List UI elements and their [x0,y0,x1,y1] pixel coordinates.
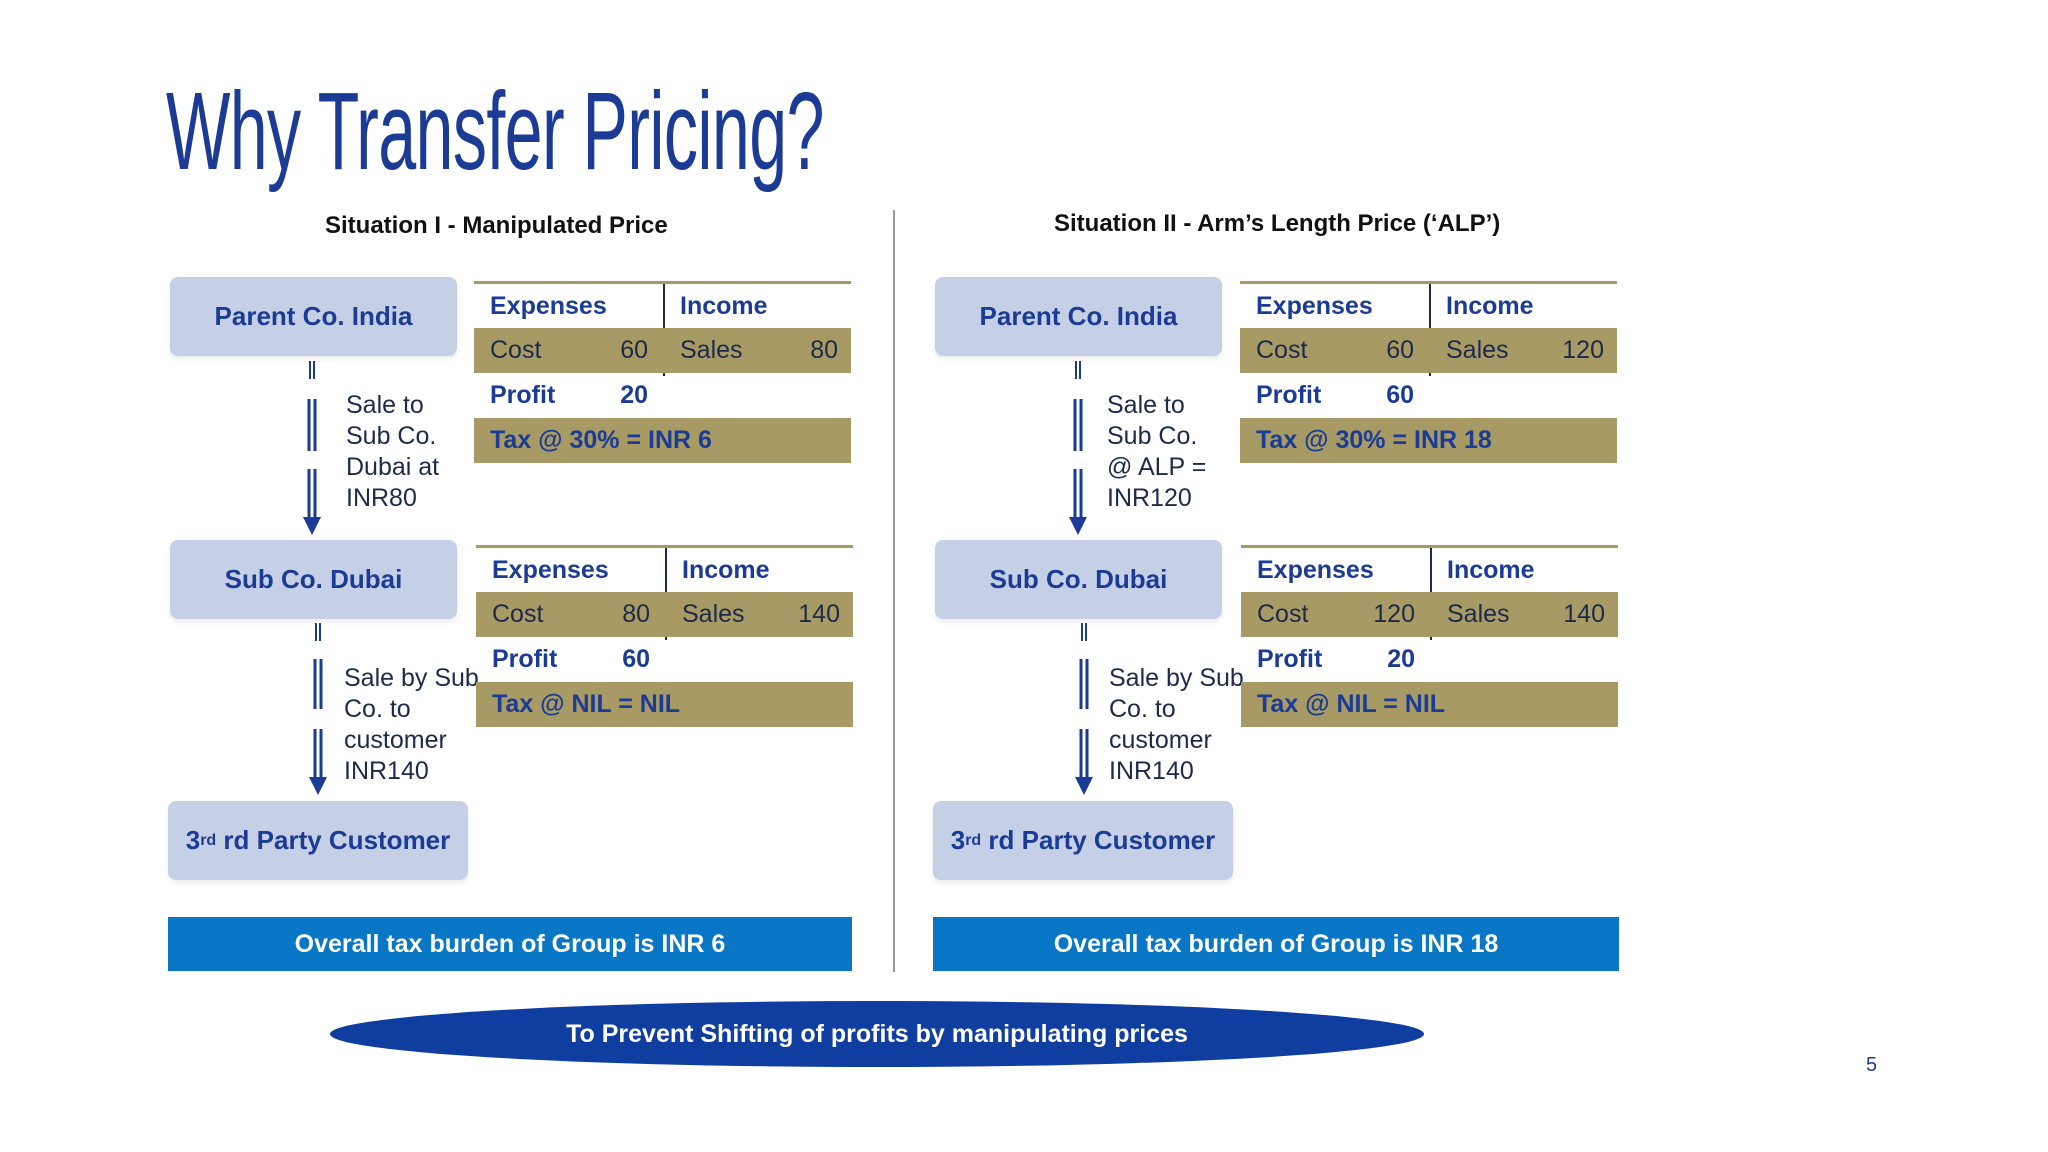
tax-line: Tax @ NIL = NIL [492,690,681,718]
flow-line: Dubai at [346,453,440,481]
tax-line: Tax @ 30% = INR 18 [1256,426,1492,454]
down-arrow-icon [303,623,333,797]
tax-line: Tax @ 30% = INR 6 [490,426,712,454]
sales-value: 140 [1563,600,1605,628]
flow-text-sale-to-customer: Sale by Sub Co. to customer INR140 [344,663,479,787]
flow-line: customer [344,726,447,754]
sub-co-box: Sub Co. Dubai [935,540,1222,619]
sales-label: Sales [1447,600,1510,628]
sub-co-box: Sub Co. Dubai [170,540,457,619]
sub-ledger: Expenses Income Cost 80 Sales 140 Profit… [476,545,853,727]
expenses-header: Expenses [1257,556,1374,584]
expenses-header: Expenses [492,556,609,584]
flow-line: @ ALP = [1107,453,1207,481]
flow-text-sale-to-customer: Sale by Sub Co. to customer INR140 [1109,663,1244,787]
flow-line: INR120 [1107,484,1192,512]
profit-label: Profit [1256,381,1322,409]
cost-value: 60 [1386,336,1414,364]
flow-line: INR80 [346,484,417,512]
parent-ledger: Expenses Income Cost 60 Sales 80 Profit … [474,281,851,463]
down-arrow-icon [1063,361,1093,537]
sales-label: Sales [682,600,745,628]
conclusion-banner: To Prevent Shifting of profits by manipu… [330,1001,1424,1067]
slide-title: Why Transfer Pricing? [166,70,824,193]
sales-label: Sales [1446,336,1509,364]
column-divider [893,210,895,972]
profit-value: 20 [620,381,648,409]
flow-line: Sale by Sub [1109,664,1244,692]
flow-line: Sub Co. [1107,422,1198,450]
cost-value: 60 [620,336,648,364]
flow-line: Sale to [346,391,424,419]
parent-co-box: Parent Co. India [935,277,1222,356]
customer-ordinal-suffix: rd [965,831,982,849]
profit-value: 20 [1387,645,1415,673]
sales-label: Sales [680,336,743,364]
cost-label: Cost [490,336,542,364]
down-arrow-icon [297,361,327,537]
flow-text-sale-to-sub: Sale to Sub Co. Dubai at INR80 [346,390,439,514]
tax-burden-bar: Overall tax burden of Group is INR 6 [168,917,852,971]
expenses-header: Expenses [490,292,607,320]
down-arrow-icon [1069,623,1099,797]
customer-ordinal: 3 [950,825,966,855]
income-header: Income [1446,292,1534,320]
flow-text-sale-to-sub: Sale to Sub Co. @ ALP = INR120 [1107,390,1206,514]
cost-value: 120 [1373,600,1415,628]
tax-burden-bar: Overall tax burden of Group is INR 18 [933,917,1619,971]
flow-line: Sale to [1107,391,1185,419]
flow-line: INR140 [1109,757,1194,785]
flow-line: Sub Co. [346,422,437,450]
parent-ledger: Expenses Income Cost 60 Sales 120 Profit… [1240,281,1617,463]
cost-label: Cost [1257,600,1309,628]
income-header: Income [1447,556,1535,584]
sales-value: 80 [810,336,838,364]
page-number: 5 [1866,1054,1878,1076]
income-header: Income [680,292,768,320]
profit-value: 60 [1386,381,1414,409]
expenses-header: Expenses [1256,292,1373,320]
profit-label: Profit [492,645,558,673]
flow-line: Co. to [1109,695,1176,723]
cost-label: Cost [1256,336,1308,364]
cost-label: Cost [492,600,544,628]
profit-label: Profit [490,381,556,409]
situation-1-heading: Situation I - Manipulated Price [325,212,668,239]
profit-value: 60 [622,645,650,673]
customer-ordinal-suffix: rd [200,831,217,849]
cost-value: 80 [622,600,650,628]
income-header: Income [682,556,770,584]
flow-line: Sale by Sub [344,664,479,692]
flow-line: customer [1109,726,1212,754]
sales-value: 140 [798,600,840,628]
sales-value: 120 [1562,336,1604,364]
tax-line: Tax @ NIL = NIL [1257,690,1446,718]
profit-label: Profit [1257,645,1323,673]
flow-line: Co. to [344,695,411,723]
customer-ordinal: 3 [185,825,201,855]
customer-label: rd Party Customer [988,825,1216,855]
parent-co-box: Parent Co. India [170,277,457,356]
sub-ledger: Expenses Income Cost 120 Sales 140 Profi… [1241,545,1618,727]
flow-line: INR140 [344,757,429,785]
situation-2-heading: Situation II - Arm’s Length Price (‘ALP’… [1054,210,1501,237]
customer-label: rd Party Customer [223,825,451,855]
